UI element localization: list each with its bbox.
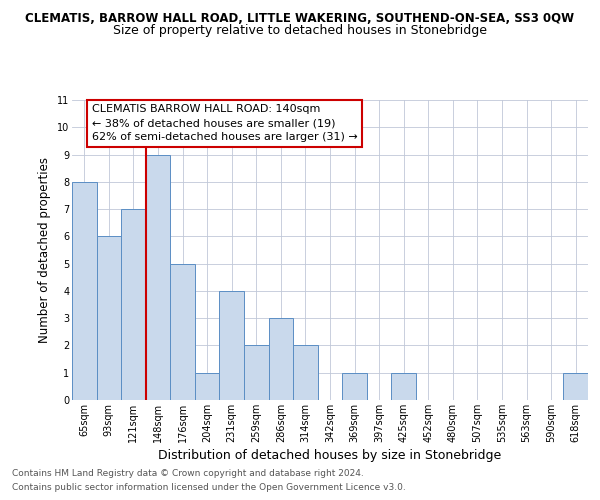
Bar <box>391 372 416 400</box>
Text: CLEMATIS, BARROW HALL ROAD, LITTLE WAKERING, SOUTHEND-ON-SEA, SS3 0QW: CLEMATIS, BARROW HALL ROAD, LITTLE WAKER… <box>25 12 575 26</box>
Bar <box>269 318 293 400</box>
X-axis label: Distribution of detached houses by size in Stonebridge: Distribution of detached houses by size … <box>158 449 502 462</box>
Bar <box>563 372 588 400</box>
Bar <box>146 154 170 400</box>
Bar <box>72 182 97 400</box>
Bar <box>121 209 146 400</box>
Bar <box>293 346 318 400</box>
Y-axis label: Number of detached properties: Number of detached properties <box>38 157 52 343</box>
Text: Size of property relative to detached houses in Stonebridge: Size of property relative to detached ho… <box>113 24 487 37</box>
Bar <box>342 372 367 400</box>
Bar <box>170 264 195 400</box>
Bar <box>244 346 269 400</box>
Bar <box>220 291 244 400</box>
Text: CLEMATIS BARROW HALL ROAD: 140sqm
← 38% of detached houses are smaller (19)
62% : CLEMATIS BARROW HALL ROAD: 140sqm ← 38% … <box>92 104 358 142</box>
Text: Contains HM Land Registry data © Crown copyright and database right 2024.: Contains HM Land Registry data © Crown c… <box>12 468 364 477</box>
Bar <box>97 236 121 400</box>
Text: Contains public sector information licensed under the Open Government Licence v3: Contains public sector information licen… <box>12 484 406 492</box>
Bar <box>195 372 220 400</box>
